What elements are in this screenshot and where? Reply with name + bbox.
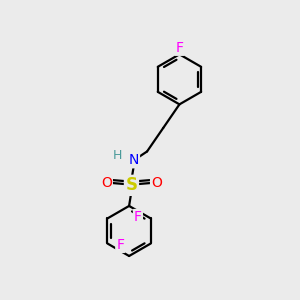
- Text: F: F: [176, 41, 183, 55]
- Text: N: N: [129, 153, 139, 167]
- Text: H: H: [113, 148, 122, 161]
- Text: S: S: [125, 176, 137, 194]
- Text: F: F: [134, 210, 142, 224]
- Text: O: O: [101, 176, 112, 190]
- Text: O: O: [151, 176, 162, 190]
- Text: F: F: [116, 238, 124, 252]
